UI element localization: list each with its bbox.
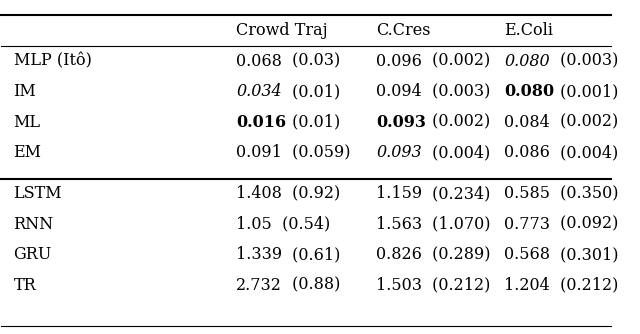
- Text: IM: IM: [13, 83, 36, 100]
- Text: E.Coli: E.Coli: [504, 22, 554, 39]
- Text: 0.080: 0.080: [504, 83, 555, 100]
- Text: (0.350): (0.350): [555, 185, 619, 202]
- Text: (0.092): (0.092): [555, 216, 619, 233]
- Text: (0.002): (0.002): [555, 114, 618, 131]
- Text: GRU: GRU: [13, 246, 52, 263]
- Text: 1.05: 1.05: [236, 216, 272, 233]
- Text: Crowd Traj: Crowd Traj: [236, 22, 328, 39]
- Text: 0.016: 0.016: [236, 114, 286, 131]
- Text: 0.094: 0.094: [376, 83, 422, 100]
- Text: 0.096: 0.096: [376, 53, 422, 70]
- Text: (0.003): (0.003): [427, 83, 490, 100]
- Text: (0.001): (0.001): [555, 83, 619, 100]
- Text: 0.091: 0.091: [236, 144, 282, 161]
- Text: (0.002): (0.002): [427, 114, 490, 131]
- Text: (0.004): (0.004): [555, 144, 618, 161]
- Text: ML: ML: [13, 114, 40, 131]
- Text: RNN: RNN: [13, 216, 54, 233]
- Text: (0.01): (0.01): [287, 114, 340, 131]
- Text: 0.080: 0.080: [504, 53, 550, 70]
- Text: MLP (Itô): MLP (Itô): [13, 53, 92, 70]
- Text: 0.585: 0.585: [504, 185, 550, 202]
- Text: 1.503: 1.503: [376, 277, 422, 294]
- Text: (0.004): (0.004): [427, 144, 490, 161]
- Text: C.Cres: C.Cres: [376, 22, 431, 39]
- Text: (0.54): (0.54): [277, 216, 330, 233]
- Text: (0.003): (0.003): [555, 53, 619, 70]
- Text: (1.070): (1.070): [427, 216, 491, 233]
- Text: 0.093: 0.093: [376, 114, 426, 131]
- Text: LSTM: LSTM: [13, 185, 62, 202]
- Text: 0.086: 0.086: [504, 144, 550, 161]
- Text: 1.339: 1.339: [236, 246, 282, 263]
- Text: (0.88): (0.88): [287, 277, 340, 294]
- Text: (0.92): (0.92): [287, 185, 340, 202]
- Text: (0.01): (0.01): [287, 83, 340, 100]
- Text: EM: EM: [13, 144, 42, 161]
- Text: 1.408: 1.408: [236, 185, 282, 202]
- Text: 0.068: 0.068: [236, 53, 282, 70]
- Text: 1.204: 1.204: [504, 277, 550, 294]
- Text: TR: TR: [13, 277, 36, 294]
- Text: 2.732: 2.732: [236, 277, 282, 294]
- Text: (0.059): (0.059): [287, 144, 350, 161]
- Text: 0.093: 0.093: [376, 144, 422, 161]
- Text: (0.03): (0.03): [287, 53, 340, 70]
- Text: 0.034: 0.034: [236, 83, 282, 100]
- Text: 0.773: 0.773: [504, 216, 550, 233]
- Text: (0.234): (0.234): [427, 185, 490, 202]
- Text: 0.084: 0.084: [504, 114, 550, 131]
- Text: (0.212): (0.212): [555, 277, 619, 294]
- Text: 0.568: 0.568: [504, 246, 550, 263]
- Text: 1.159: 1.159: [376, 185, 422, 202]
- Text: (0.289): (0.289): [427, 246, 491, 263]
- Text: (0.301): (0.301): [555, 246, 619, 263]
- Text: 1.563: 1.563: [376, 216, 422, 233]
- Text: (0.61): (0.61): [287, 246, 340, 263]
- Text: (0.002): (0.002): [427, 53, 490, 70]
- Text: 0.826: 0.826: [376, 246, 422, 263]
- Text: (0.212): (0.212): [427, 277, 490, 294]
